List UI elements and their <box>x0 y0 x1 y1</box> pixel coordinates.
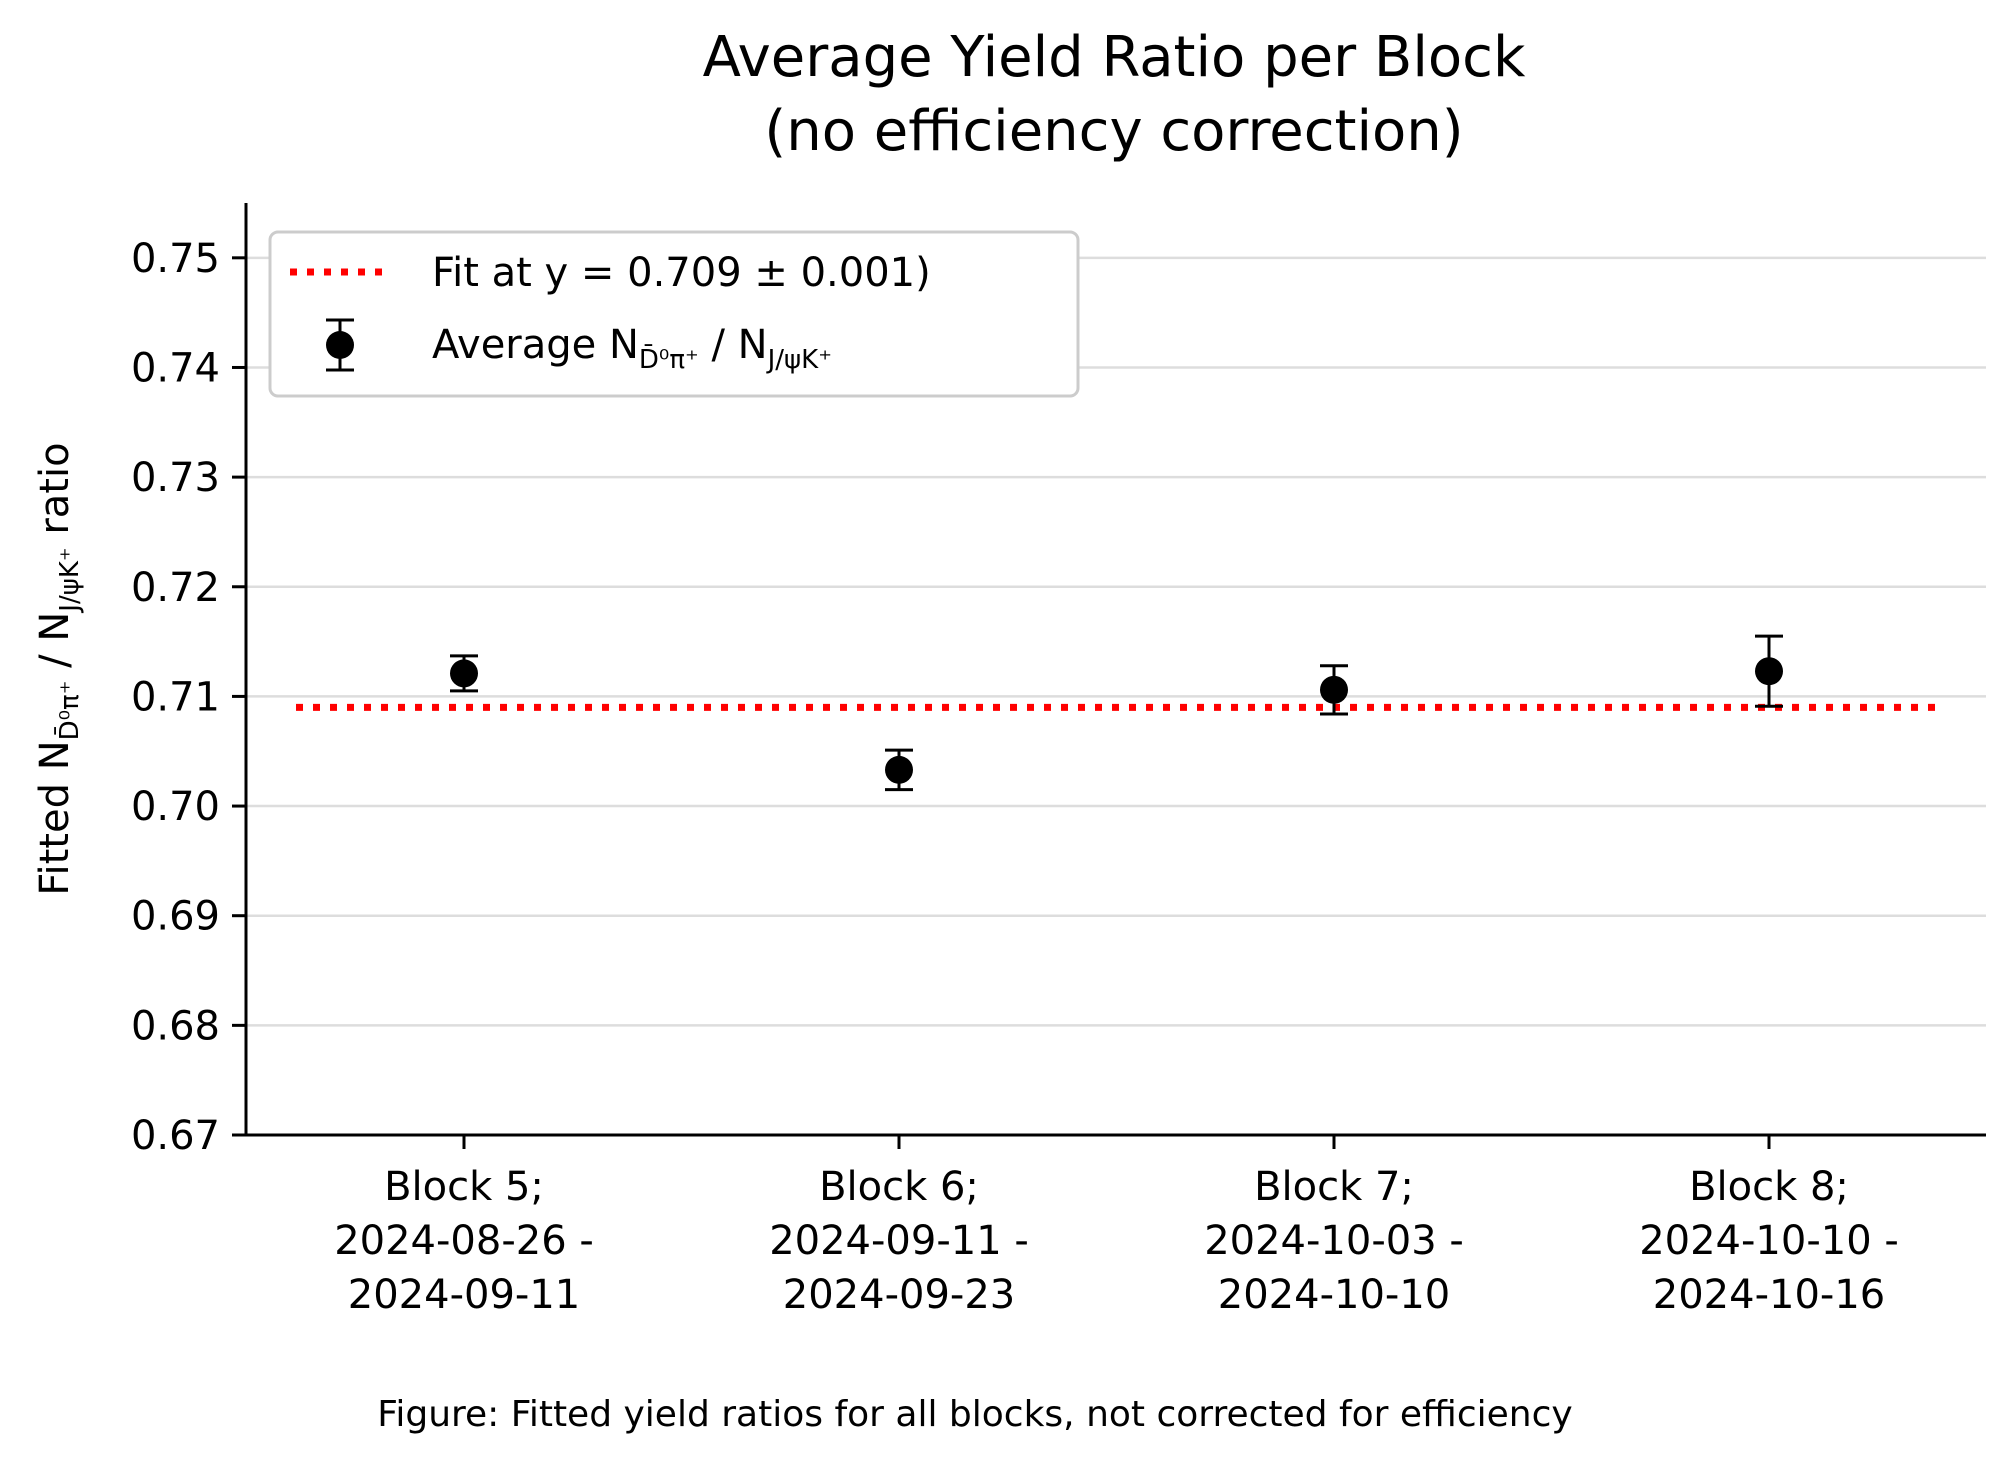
x-tick-label: Block 7; <box>1254 1164 1414 1210</box>
x-tick-label: 2024-10-03 - <box>1204 1218 1464 1264</box>
data-point <box>1320 675 1348 704</box>
y-axis-label: Fitted ND̄⁰π⁺ / NJ/ψK⁺ ratio <box>32 442 85 895</box>
legend-points-label: Average ND̄⁰π⁺ / NJ/ψK⁺ <box>432 322 832 375</box>
legend-fit-label: Fit at y = 0.709 ± 0.001) <box>432 250 931 296</box>
y-ticks: 0.67 0.68 0.69 0.70 0.71 0.72 0.73 0.74 0.75 <box>131 236 246 1159</box>
y-tick-label: 0.73 <box>131 455 220 501</box>
x-tick-label: 2024-09-23 <box>783 1272 1015 1318</box>
x-tick-label: 2024-09-11 <box>348 1272 580 1318</box>
data-point <box>450 659 478 688</box>
x-ticks: Block 5; 2024-08-26 - 2024-09-11 Block 6; 20… <box>334 1135 1899 1318</box>
y-tick-label: 0.72 <box>131 565 220 611</box>
y-tick-label: 0.69 <box>131 894 220 940</box>
legend-box <box>268 230 1080 398</box>
y-tick-label: 0.71 <box>131 674 220 720</box>
x-tick-label: Block 6; <box>819 1164 979 1210</box>
chart-title-line-1: Average Yield Ratio per Block <box>703 25 1526 90</box>
y-tick-label: 0.68 <box>131 1003 220 1049</box>
y-tick-label: 0.74 <box>131 345 220 391</box>
legend: Fit at y = 0.709 ± 0.001) Average ND̄⁰π⁺… <box>268 230 1080 398</box>
data-point <box>885 755 913 784</box>
x-tick-label: 2024-10-16 <box>1653 1272 1885 1318</box>
x-tick-label: Block 5; <box>384 1164 544 1210</box>
data-point <box>1755 657 1783 686</box>
x-tick-label: 2024-08-26 - <box>334 1218 594 1264</box>
chart-title-line-2: (no efficiency correction) <box>764 99 1463 164</box>
x-tick-label: 2024-10-10 - <box>1639 1218 1899 1264</box>
y-tick-label: 0.75 <box>131 236 220 282</box>
x-tick-label: 2024-09-11 - <box>769 1218 1029 1264</box>
x-tick-label: Block 8; <box>1689 1164 1849 1210</box>
legend-point-marker <box>326 331 354 359</box>
y-tick-label: 0.67 <box>131 1113 220 1159</box>
y-tick-label: 0.70 <box>131 784 220 830</box>
figure-caption: Figure: Fitted yield ratios for all bloc… <box>377 1394 1572 1435</box>
x-tick-label: 2024-10-10 <box>1218 1272 1450 1318</box>
data-points <box>450 634 1783 792</box>
